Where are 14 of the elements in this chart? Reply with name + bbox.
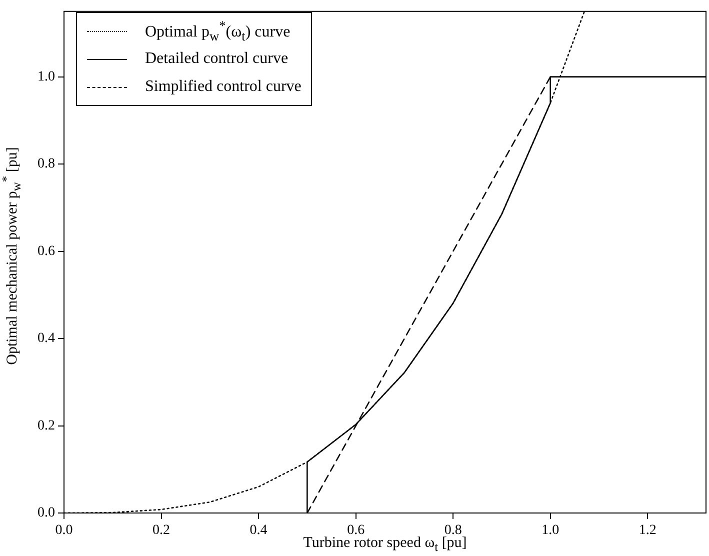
- x-tick-label: 0.2: [152, 523, 170, 538]
- legend-label: Simplified control curve: [145, 78, 302, 96]
- y-tick-label: 0.0: [38, 506, 55, 521]
- x-tick-label: 0.4: [250, 523, 268, 538]
- x-tick-label: 1.2: [638, 523, 656, 538]
- y-tick-label: 0.4: [38, 331, 55, 346]
- y-tick-label: 1.0: [38, 70, 55, 84]
- x-tick-label: 1.0: [542, 523, 560, 538]
- y-tick-label: 0.6: [38, 244, 55, 259]
- y-tick-label: 0.8: [38, 156, 55, 172]
- legend-label: Optimal p$_{w}$$^{*}$(ω$_{t}$) curve: [145, 18, 290, 44]
- y-tick-label: 0.2: [38, 418, 55, 434]
- legend-label: Detailed control curve: [145, 50, 288, 68]
- x-tick-label: 0.0: [55, 523, 73, 538]
